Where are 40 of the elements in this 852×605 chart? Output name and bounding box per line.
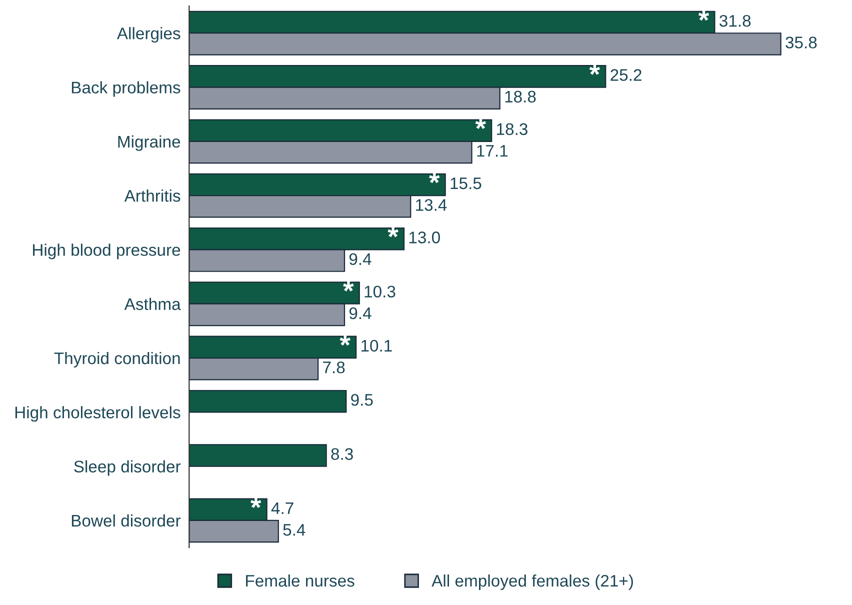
data-label: 31.8 (720, 14, 751, 27)
y-tick-label: Asthma (124, 298, 181, 310)
data-label: 10.3 (364, 286, 396, 298)
data-label: 5.4 (283, 524, 306, 536)
data-label: 35.8 (786, 36, 817, 48)
data-label: 13.0 (409, 232, 440, 244)
annotation: * (429, 172, 440, 184)
annotation: * (250, 498, 262, 508)
annotation: * (388, 226, 398, 238)
legend-label: Female nurses (246, 574, 354, 587)
data-label: 9.4 (349, 253, 372, 266)
legend-label: All employed females (21+) (432, 574, 633, 590)
bar (189, 390, 347, 413)
y-tick-label: Thyroid condition (54, 352, 180, 368)
data-label: 13.4 (416, 199, 447, 211)
data-label: 15.5 (450, 178, 482, 190)
data-label: 18.3 (497, 123, 528, 136)
data-label: 10.1 (362, 340, 392, 352)
y-tick-label: Sleep disorder (74, 460, 181, 476)
bar (189, 444, 327, 467)
y-tick-label: Back problems (72, 81, 180, 97)
data-label: 9.4 (349, 307, 372, 320)
data-label: 17.1 (477, 145, 508, 157)
y-tick-label: High cholesterol levels (15, 406, 180, 422)
annotation: * (343, 281, 354, 292)
annotation: * (340, 335, 350, 346)
data-label: 7.8 (323, 362, 345, 374)
annotation: * (475, 118, 486, 129)
y-tick-label: Allergies (116, 27, 180, 43)
data-label: 18.8 (505, 90, 536, 103)
y-tick-label: High blood pressure (33, 244, 180, 260)
y-tick-label: Migraine (118, 135, 180, 151)
y-tick-label: Bowel disorder (72, 514, 181, 527)
data-label: 8.3 (331, 448, 353, 460)
data-label: 4.7 (271, 502, 294, 514)
annotation: * (698, 10, 710, 21)
data-label: 9.5 (351, 394, 373, 406)
annotation: * (589, 64, 600, 75)
data-label: 25.2 (610, 69, 642, 81)
y-tick-label: Arthritis (124, 190, 180, 202)
